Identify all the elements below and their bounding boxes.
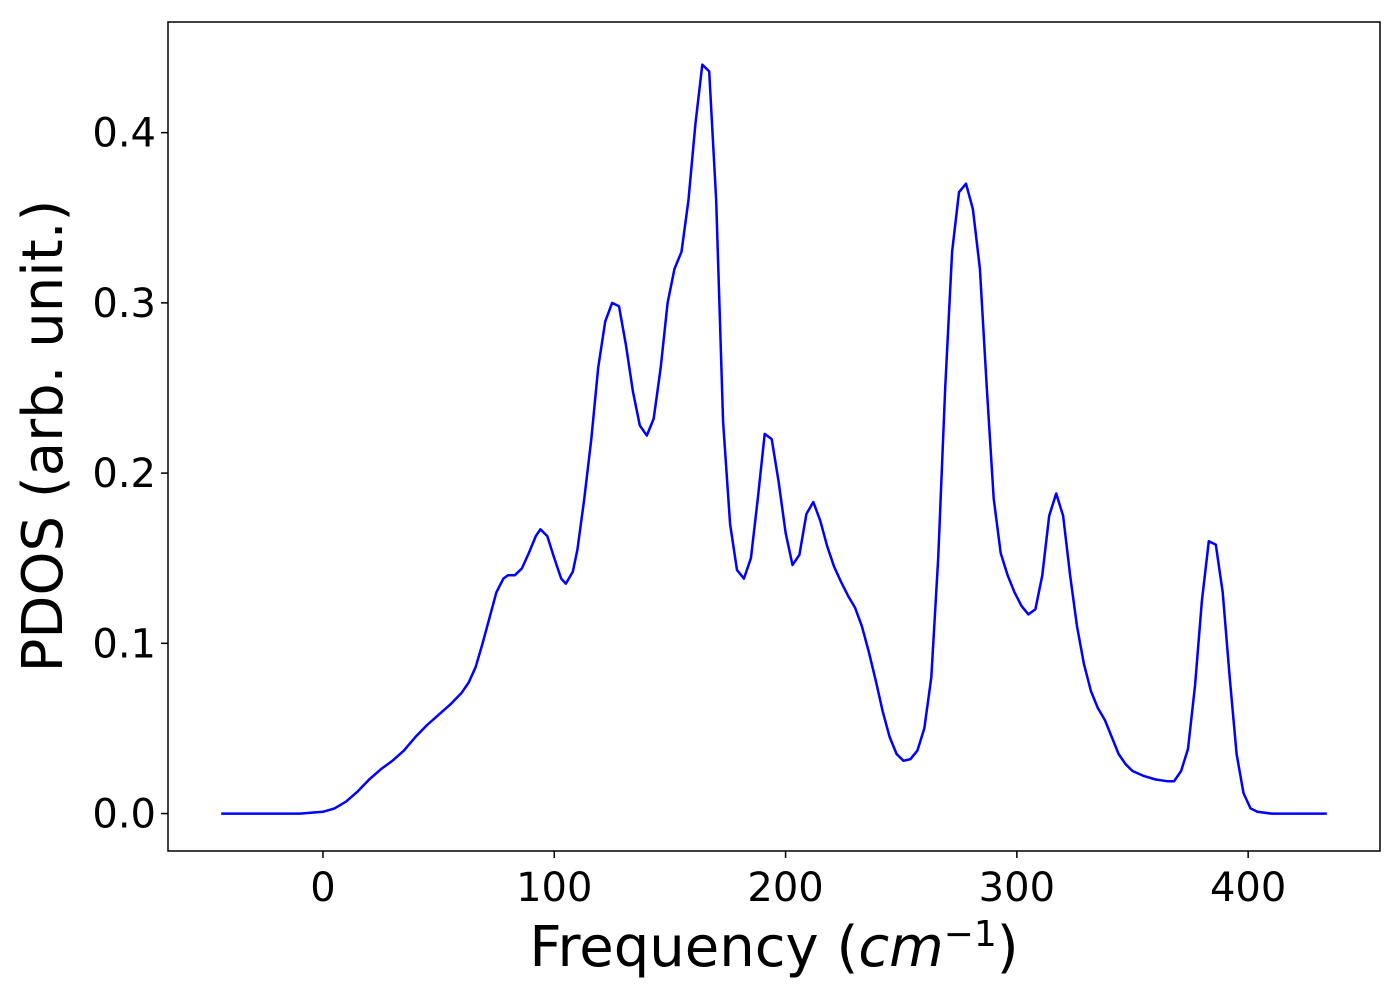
x-tick-label: 200: [747, 865, 823, 911]
pdos-series-line: [221, 63, 1327, 815]
plot-area: [167, 21, 1381, 852]
series-group: [221, 63, 1327, 815]
x-tick-label: 300: [979, 865, 1055, 911]
y-tick-label: 0.1: [92, 621, 156, 667]
y-tick-label: 0.2: [92, 451, 156, 497]
x-tick-label: 400: [1210, 865, 1286, 911]
y-tick-label: 0.3: [92, 281, 156, 327]
x-axis-ticks: 0 100 200 300 400: [310, 851, 1286, 911]
y-axis-ticks: 0.0 0.1 0.2 0.3 0.4: [92, 111, 168, 838]
x-tick-label: 100: [516, 865, 592, 911]
y-tick-label: 0.0: [92, 792, 156, 838]
x-tick-label: 0: [310, 865, 335, 911]
y-tick-label: 0.4: [92, 111, 156, 157]
x-axis-label: Frequency (cm−1): [529, 914, 1018, 981]
y-axis-label: PDOS (arb. unit.): [11, 200, 76, 673]
